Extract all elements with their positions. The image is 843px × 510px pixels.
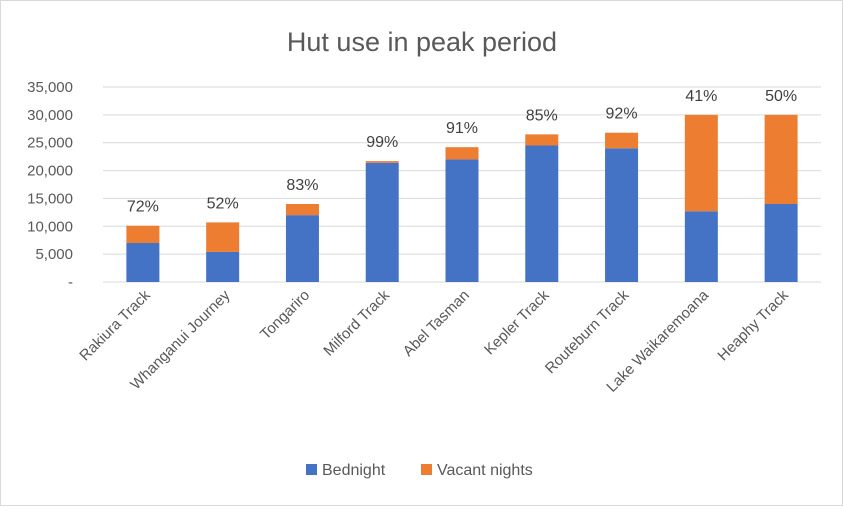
x-tick-label: Kepler Track	[481, 286, 553, 358]
y-tick-label: 5,000	[35, 246, 73, 263]
y-tick-label: 30,000	[27, 107, 73, 124]
bar-bednight	[365, 162, 399, 282]
y-tick-label: 35,000	[27, 79, 73, 96]
data-annotations: 72% 52% 83% 99% 91% 85% 92% 41% 50%	[127, 88, 797, 216]
data-label: 85%	[526, 107, 558, 124]
data-label: 52%	[207, 195, 239, 212]
y-tick-label: 20,000	[27, 163, 73, 180]
bar-bednight	[285, 215, 319, 282]
data-label: 83%	[286, 177, 318, 194]
chart-title: Hut use in peak period	[287, 27, 557, 57]
bar-bednight	[445, 159, 479, 282]
x-tick-label: Abel Tasman	[400, 287, 473, 360]
data-label: 92%	[606, 106, 638, 123]
x-tick-label: Milford Track	[320, 286, 393, 359]
y-tick-label: -	[68, 274, 73, 291]
data-label: 41%	[685, 88, 717, 105]
bar-bednight	[764, 204, 798, 282]
bar-vacant-nights	[445, 147, 479, 160]
bar-vacant-nights	[126, 225, 160, 243]
data-label: 99%	[366, 134, 398, 151]
data-label: 72%	[127, 199, 159, 216]
x-tick-label: Rakiura Track	[76, 286, 154, 364]
data-label: 50%	[765, 88, 797, 105]
legend-label: Vacant nights	[437, 462, 533, 479]
bar-bednight	[525, 145, 559, 282]
bar-vacant-nights	[525, 134, 559, 146]
bar-vacant-nights	[285, 204, 319, 216]
y-axis: - 5,000 10,000 15,000 20,000 25,000 30,000 35,0…	[27, 79, 73, 291]
x-tick-label: Tongariro	[257, 287, 313, 343]
bar-vacant-nights	[605, 132, 639, 149]
bar-vacant-nights	[684, 114, 718, 212]
bars	[126, 114, 798, 282]
data-label: 91%	[446, 120, 478, 137]
bar-bednight	[605, 148, 639, 282]
bar-vacant-nights	[365, 161, 399, 163]
bar-vacant-nights	[206, 222, 240, 252]
bar-bednight	[126, 243, 160, 282]
y-tick-label: 15,000	[27, 190, 73, 207]
legend-swatch	[421, 464, 432, 475]
legend: Bednight Vacant nights	[306, 462, 533, 479]
bar-bednight	[206, 251, 240, 282]
x-tick-label: Heaphy Track	[714, 286, 792, 364]
bar-bednight	[684, 211, 718, 282]
x-tick-label: Routeburn Track	[542, 286, 633, 377]
y-tick-label: 25,000	[27, 135, 73, 152]
bar-vacant-nights	[764, 114, 798, 204]
legend-swatch	[306, 464, 317, 475]
y-tick-label: 10,000	[27, 218, 73, 235]
legend-label: Bednight	[322, 462, 386, 479]
